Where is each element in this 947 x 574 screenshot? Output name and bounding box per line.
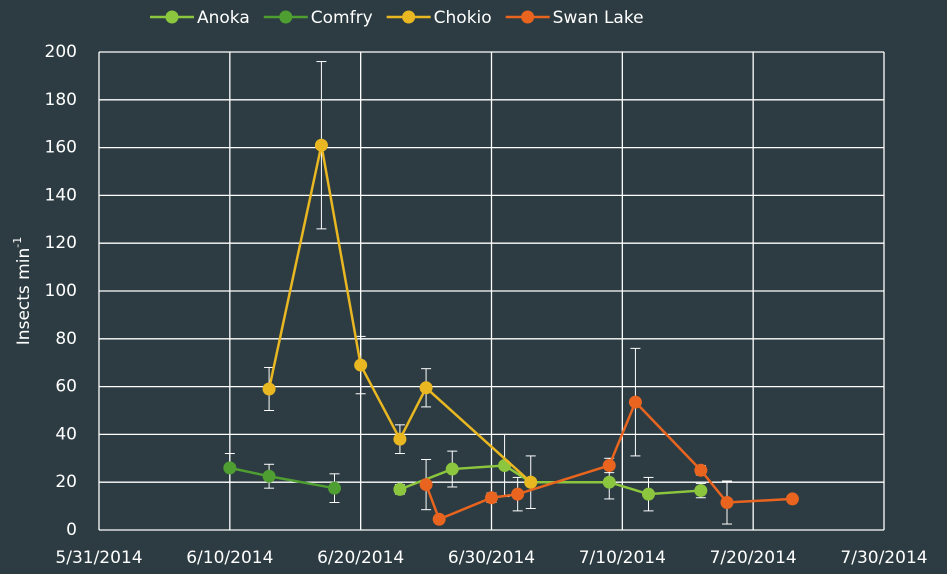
x-tick-label: 6/30/2014 (448, 548, 535, 568)
data-point (419, 381, 433, 395)
x-tick-label: 6/20/2014 (317, 548, 404, 568)
data-point (262, 469, 276, 483)
data-point (602, 458, 616, 472)
y-axis-label-sup: -1 (11, 237, 24, 248)
y-tick-label: 60 (55, 377, 77, 397)
data-point (628, 395, 642, 409)
data-point (262, 382, 276, 396)
legend-label: Chokio (434, 8, 492, 28)
data-point (328, 481, 341, 495)
y-tick-label: 160 (45, 138, 77, 158)
data-point (354, 358, 368, 372)
x-tick-label: 7/10/2014 (579, 548, 666, 568)
data-point (602, 475, 616, 489)
data-point (393, 482, 407, 496)
data-point (694, 463, 708, 477)
data-point (694, 484, 708, 498)
series-line (267, 144, 532, 484)
data-point (524, 475, 538, 489)
data-point (785, 492, 799, 506)
y-tick-label: 120 (45, 233, 77, 253)
y-tick-label: 180 (45, 90, 77, 110)
data-point (445, 462, 459, 476)
data-point (314, 138, 328, 152)
data-point (720, 496, 734, 510)
y-tick-label: 40 (55, 424, 77, 444)
legend-marker (165, 10, 179, 24)
x-tick-label: 7/30/2014 (840, 548, 927, 568)
y-tick-label: 100 (45, 281, 77, 301)
data-point (485, 491, 498, 505)
data-point (511, 487, 525, 501)
y-tick-label: 80 (55, 329, 77, 349)
data-point (419, 478, 433, 492)
legend-label: Anoka (197, 8, 250, 28)
x-tick-label: 6/10/2014 (186, 548, 273, 568)
y-tick-label: 140 (45, 185, 77, 205)
legend-label: Comfry (311, 8, 373, 28)
legend-marker (402, 10, 416, 24)
legend-marker (521, 10, 535, 24)
data-point (642, 487, 655, 501)
x-tick-label: 5/31/2014 (55, 548, 142, 568)
y-tick-label: 20 (55, 472, 77, 492)
legend-marker (279, 10, 293, 24)
y-axis-label-text: Insects min (14, 248, 34, 345)
data-point (498, 458, 512, 472)
data-point (432, 512, 446, 526)
legend-label: Swan Lake (553, 8, 644, 28)
y-axis-label: Insects min-1 (11, 237, 34, 345)
y-tick-label: 200 (45, 42, 77, 62)
x-tick-label: 7/20/2014 (710, 548, 797, 568)
data-point (223, 461, 237, 475)
data-point (393, 432, 407, 446)
y-tick-label: 0 (66, 520, 77, 540)
